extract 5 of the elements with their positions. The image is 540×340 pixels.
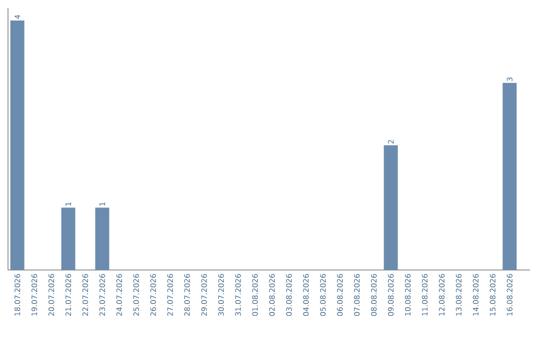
bar xyxy=(10,20,24,270)
bar xyxy=(502,82,517,270)
bar xyxy=(384,145,398,270)
bar xyxy=(95,208,110,270)
bar xyxy=(61,208,76,270)
